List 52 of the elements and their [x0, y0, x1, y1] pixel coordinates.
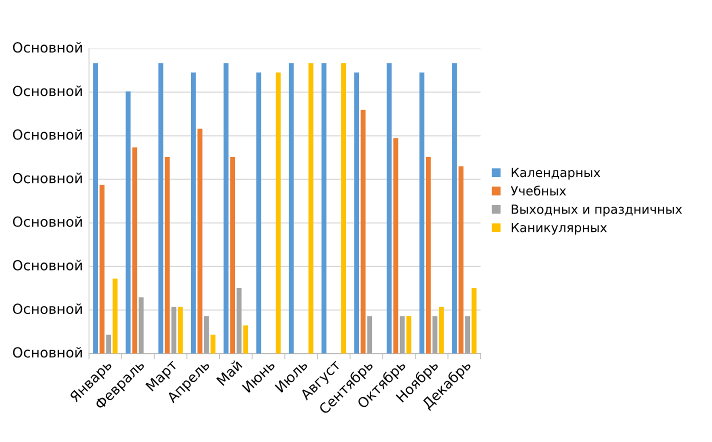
bar: [158, 63, 164, 354]
bar: [360, 110, 366, 354]
bar: [322, 63, 326, 354]
bar: [190, 72, 196, 354]
bar: [400, 316, 405, 354]
text: Основной: [12, 303, 82, 314]
bar: [204, 316, 209, 354]
bar: [276, 72, 281, 354]
bar: [419, 72, 424, 354]
bar: [458, 166, 464, 354]
bar: [230, 156, 236, 354]
bar: [386, 63, 392, 354]
bar: [256, 72, 262, 354]
text: Основной: [12, 346, 82, 358]
bar: [341, 63, 346, 354]
bar: [164, 156, 170, 354]
legend-label: Выходных и праздничных: [512, 204, 682, 216]
bar: [438, 306, 444, 354]
bar: [224, 63, 229, 354]
text: Основной: [12, 42, 82, 53]
bar: [132, 147, 138, 354]
legend-label: Учебных: [510, 186, 566, 196]
bar: [138, 297, 144, 354]
text: Основной: [12, 216, 82, 227]
text: Основной: [12, 260, 82, 270]
bar: [243, 325, 248, 354]
bar: [171, 306, 176, 354]
legend-label: Календарных: [512, 168, 600, 180]
legend-label: Каникулярных: [512, 222, 607, 235]
bar: [354, 72, 360, 354]
text: Основной: [12, 86, 82, 96]
bar: [432, 316, 438, 354]
bar: [288, 63, 294, 354]
bar: [452, 63, 457, 354]
bar: [210, 334, 216, 354]
bar: [178, 306, 183, 354]
bar: [308, 63, 314, 354]
bar: [465, 316, 470, 354]
bar: [393, 138, 398, 354]
bar: [472, 288, 477, 354]
bar: [236, 288, 242, 354]
bar: [126, 91, 131, 354]
bar: [93, 63, 98, 354]
text: Основной: [12, 172, 82, 184]
bar: [406, 316, 412, 354]
bar: [426, 156, 431, 354]
bar: [106, 334, 112, 354]
bar: [112, 278, 118, 354]
bar: [367, 316, 372, 354]
bar: [100, 184, 104, 354]
text: Основной: [12, 129, 82, 140]
bar: [198, 128, 202, 354]
